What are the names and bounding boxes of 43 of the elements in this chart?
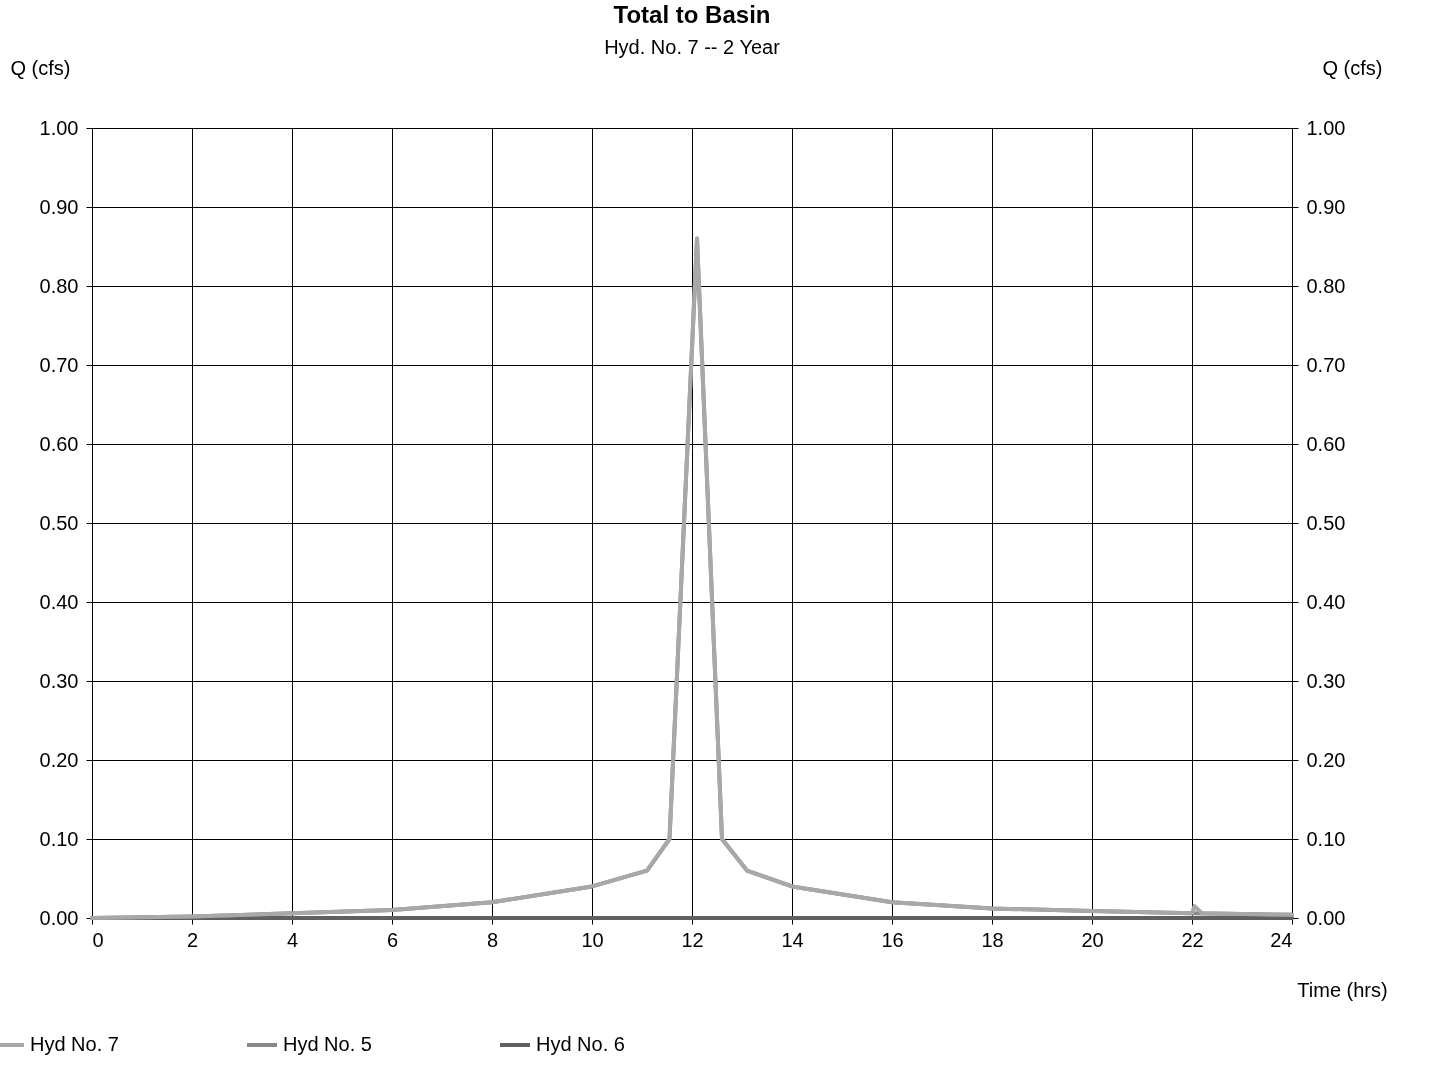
y-tick-label: 0.60 <box>39 432 79 455</box>
x-tick-label: 20 <box>1081 928 1104 951</box>
x-tick-label: 12 <box>681 928 704 951</box>
y2-tick-label: 0.30 <box>1306 669 1346 692</box>
chart-title: Total to Basin <box>613 1 771 28</box>
y-tick-label: 0.50 <box>39 511 79 534</box>
legend-label: Hyd No. 7 <box>30 1033 119 1055</box>
y2-tick-label: 0.20 <box>1306 748 1346 771</box>
x-axis-title: Time (hrs) <box>1297 978 1388 1001</box>
x-tick-label: 0 <box>92 928 104 951</box>
y2-tick-label: 1.00 <box>1306 116 1346 139</box>
x-tick-label: 6 <box>386 928 399 951</box>
y2-tick-label: 0.90 <box>1306 195 1346 218</box>
x-tick-label: 14 <box>781 928 804 951</box>
y2-axis-title: Q (cfs) <box>1322 56 1383 79</box>
x-tick-label: 10 <box>581 928 604 951</box>
x-tick-label: 2 <box>186 928 199 951</box>
x-tick-label: 22 <box>1181 928 1204 951</box>
y-tick-label: 0.40 <box>39 590 79 613</box>
y2-tick-label: 0.40 <box>1306 590 1346 613</box>
y-tick-label: 0.30 <box>39 669 79 692</box>
y-tick-label: 1.00 <box>39 116 79 139</box>
y2-tick-label: 0.60 <box>1306 432 1346 455</box>
legend-label: Hyd No. 5 <box>283 1033 372 1055</box>
x-tick-label: 8 <box>486 928 499 951</box>
y2-tick-label: 0.70 <box>1306 353 1346 376</box>
x-tick-label: 24 <box>1270 928 1293 951</box>
y-tick-label: 0.20 <box>39 748 79 771</box>
chart-subtitle: Hyd. No. 7 -- 2 Year <box>604 36 781 58</box>
y2-tick-label: 0.80 <box>1306 274 1346 297</box>
y-axis-title: Q (cfs) <box>10 56 71 79</box>
y-tick-label: 0.70 <box>39 353 79 376</box>
y-tick-label: 0.00 <box>39 906 79 929</box>
y2-tick-label: 0.50 <box>1306 511 1346 534</box>
x-tick-label: 4 <box>286 928 299 951</box>
y2-tick-label: 0.10 <box>1306 827 1346 850</box>
legend-label: Hyd No. 6 <box>536 1033 625 1055</box>
x-tick-label: 18 <box>981 928 1004 951</box>
y-tick-label: 0.10 <box>39 827 79 850</box>
y2-tick-label: 0.00 <box>1306 906 1346 929</box>
y-tick-label: 0.80 <box>39 274 79 297</box>
y-tick-label: 0.90 <box>39 195 79 218</box>
x-tick-label: 16 <box>881 928 904 951</box>
